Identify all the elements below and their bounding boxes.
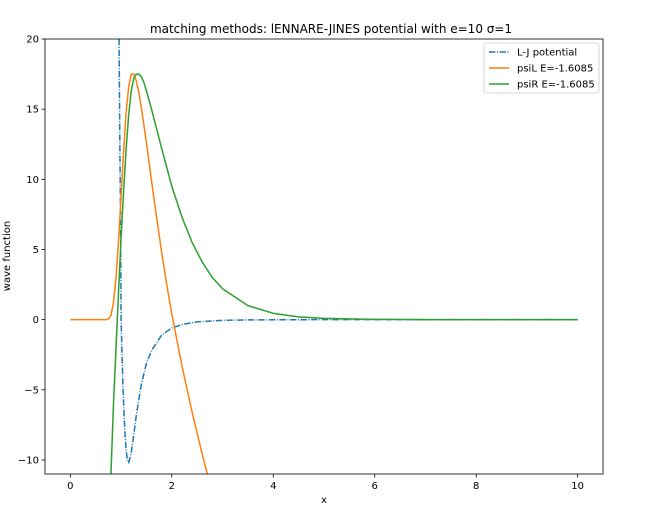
x-tick-label: 2 — [169, 481, 175, 492]
legend-label-1: psiL E=-1.6085 — [517, 64, 593, 75]
x-axis: 0 2 4 6 8 10 — [67, 474, 584, 492]
y-tick-label: 0 — [33, 315, 39, 326]
y-tick-label: 15 — [26, 105, 39, 116]
plot-area: 0 2 4 6 8 10 −10 −5 0 5 10 15 20 — [18, 35, 604, 492]
x-tick-label: 8 — [473, 481, 479, 492]
y-axis: −10 −5 0 5 10 15 20 — [18, 35, 45, 466]
x-tick-label: 0 — [67, 481, 73, 492]
series-line-0 — [118, 39, 578, 464]
x-axis-label: x — [321, 495, 327, 506]
y-tick-label: 5 — [33, 245, 39, 256]
series-line-1 — [70, 73, 209, 474]
x-tick-label: 6 — [372, 481, 378, 492]
y-tick-label: −5 — [24, 385, 39, 396]
x-tick-label: 4 — [270, 481, 276, 492]
x-tick-label: 10 — [571, 481, 584, 492]
legend-box — [483, 42, 600, 94]
y-tick-label: −10 — [18, 455, 39, 466]
axes-frame — [44, 38, 604, 475]
y-tick-label: 10 — [26, 175, 39, 186]
series-layer — [70, 39, 578, 474]
legend-label-0: L-J potential — [517, 48, 577, 59]
y-tick-label: 20 — [26, 35, 39, 46]
series-line-2 — [110, 73, 578, 474]
legend-label-2: psiR E=-1.6085 — [517, 80, 595, 91]
chart-title: matching methods: lENNARE-JINES potentia… — [150, 22, 512, 36]
legend-entries: L-J potential psiL E=-1.6085 psiR E=-1.608… — [489, 48, 595, 91]
legend: L-J potential psiL E=-1.6085 psiR E=-1.608… — [483, 42, 600, 94]
y-axis-label: wave function — [2, 221, 13, 291]
